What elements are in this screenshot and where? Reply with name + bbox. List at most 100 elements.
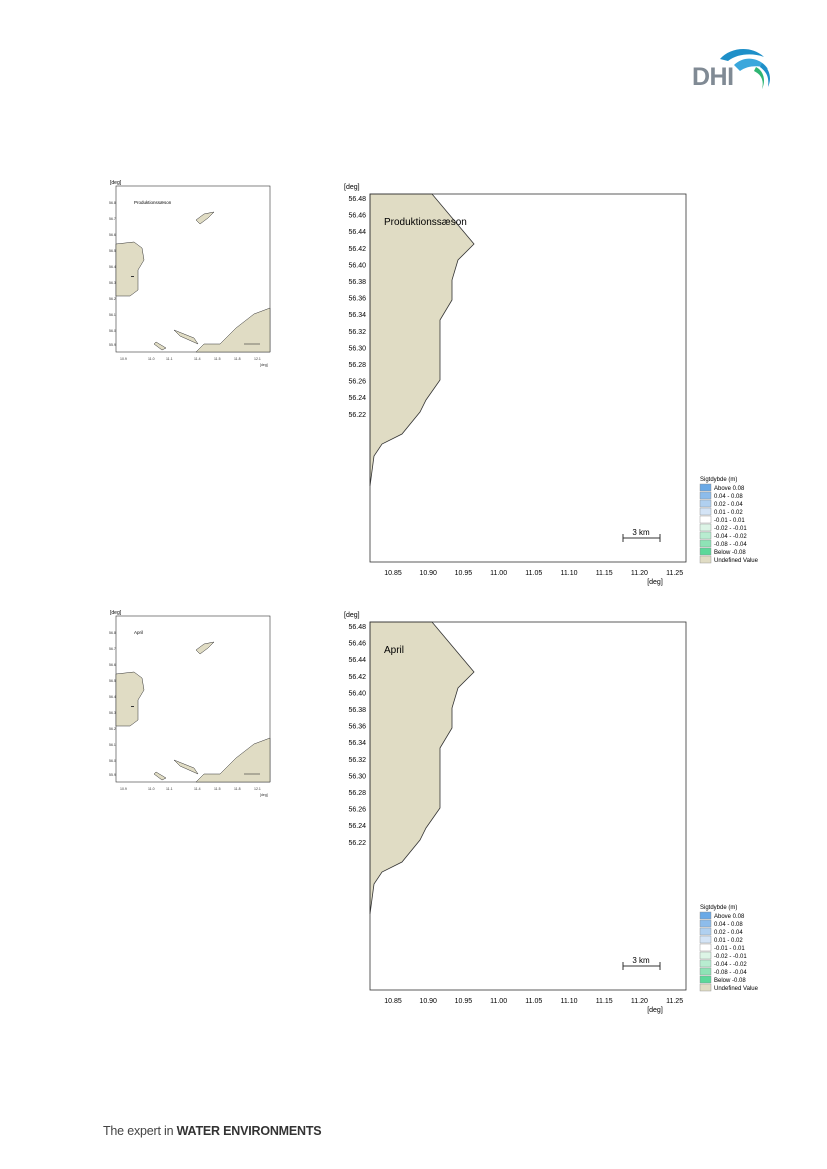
svg-text:11.4: 11.4 (194, 787, 201, 791)
svg-text:[deg]: [deg] (110, 610, 122, 616)
map-label: April (384, 645, 404, 656)
x-tick-label: 11.05 (525, 998, 542, 1005)
y-tick-label: 56.46 (348, 641, 366, 648)
svg-text:11.0: 11.0 (148, 357, 155, 361)
x-tick-label: 11.20 (631, 998, 648, 1005)
thumbnail-map-1: [deg] 56.8 56.7 56.6 56.5 56.4 56.3 56.2 56.1… (109, 180, 271, 367)
legend-swatch (699, 531, 712, 540)
scale-bar: 3 km (622, 956, 661, 970)
y-tick-label: 56.32 (348, 757, 366, 764)
thumbnail-map-2: [deg] 56.8 56.7 56.6 56.5 56.4 56.3 56.2 56.1… (109, 610, 271, 797)
svg-text:55.9: 55.9 (109, 773, 116, 777)
svg-text:56.7: 56.7 (109, 647, 116, 651)
wave-icon (720, 48, 770, 89)
legend-label: -0.01 - 0.01 (714, 946, 745, 952)
x-ticks: 10.85 10.90 10.95 11.00 11.05 11.10 11.15 11.20… (384, 998, 683, 1005)
x-tick-label: 10.90 (419, 998, 437, 1005)
svg-text:11.5: 11.5 (214, 357, 221, 361)
x-tick-label: 11.25 (666, 570, 683, 577)
y-tick-label: 56.40 (348, 690, 366, 697)
svg-text:56.3: 56.3 (109, 711, 116, 715)
y-tick-label: 56.42 (348, 246, 366, 253)
footer-tagline: The expert in WATER ENVIRONMENTS (103, 1124, 322, 1138)
svg-text:56.7: 56.7 (109, 217, 116, 221)
x-tick-label: 10.95 (455, 998, 473, 1005)
legend-label: Above 0.08 (714, 486, 745, 492)
svg-text:56.0: 56.0 (109, 759, 116, 763)
thumb-axis-unit: [deg] (110, 180, 122, 186)
y-ticks: 56.48 56.46 56.44 56.42 56.40 56.38 56.36 56.34… (348, 624, 366, 847)
y-axis-unit: [deg] (344, 612, 360, 619)
y-tick-label: 56.28 (348, 362, 366, 369)
x-tick-label: 10.85 (384, 570, 402, 577)
logo-text: DHI (692, 63, 734, 91)
x-tick-label: 11.05 (525, 570, 542, 577)
legend-swatch (699, 919, 712, 928)
svg-text:10.9: 10.9 (120, 787, 127, 791)
legend-swatch (699, 507, 712, 516)
legend-swatch (699, 515, 712, 524)
legend-label: 0.04 - 0.08 (714, 922, 743, 928)
legend-label: 0.02 - 0.04 (714, 502, 743, 508)
svg-text:56.8: 56.8 (109, 201, 116, 205)
svg-text:56.3: 56.3 (109, 281, 116, 285)
main-map-1: [deg] 56.48 56.46 56.44 56.42 56.40 56.38 56.3… (344, 184, 759, 586)
x-tick-label: 10.85 (384, 998, 402, 1005)
legend-swatch (699, 555, 712, 564)
legend-label: -0.01 - 0.01 (714, 518, 745, 524)
legend-label: Below -0.08 (714, 550, 746, 556)
x-axis-unit: [deg] (647, 579, 663, 586)
y-tick-label: 56.34 (348, 740, 366, 747)
legend-label: -0.04 - -0.02 (714, 534, 747, 540)
y-tick-label: 56.36 (348, 724, 366, 731)
y-tick-label: 56.26 (348, 807, 366, 814)
y-tick-label: 56.44 (348, 229, 366, 236)
thumb-label: April (134, 630, 143, 635)
svg-text:56.6: 56.6 (109, 663, 116, 667)
y-tick-label: 56.30 (348, 773, 366, 780)
y-tick-label: 56.32 (348, 329, 366, 336)
svg-text:56.5: 56.5 (109, 249, 116, 253)
x-tick-label: 11.15 (596, 998, 613, 1005)
svg-text:11.1: 11.1 (166, 357, 173, 361)
legend-label: Below -0.08 (714, 978, 746, 984)
y-tick-label: 56.24 (348, 823, 366, 830)
x-tick-label: 11.10 (561, 570, 578, 577)
svg-text:56.4: 56.4 (109, 265, 116, 269)
y-axis-unit: [deg] (344, 184, 360, 191)
svg-text:11.8: 11.8 (234, 357, 241, 361)
y-tick-label: 56.46 (348, 213, 366, 220)
footer-tagline-bold: WATER ENVIRONMENTS (176, 1124, 322, 1138)
y-tick-label: 56.44 (348, 657, 366, 664)
legend-label: -0.02 - -0.01 (714, 954, 747, 960)
svg-text:56.1: 56.1 (109, 313, 116, 317)
legend-label: 0.04 - 0.08 (714, 494, 743, 500)
legend-label: 0.01 - 0.02 (714, 938, 743, 944)
legend-label: Undefined Value (714, 986, 759, 992)
legend: Above 0.08 0.04 - 0.08 0.02 - 0.04 0.01 … (699, 483, 759, 564)
legend-label: Above 0.08 (714, 914, 745, 920)
map-frame (369, 193, 687, 563)
svg-text:[deg]: [deg] (260, 793, 268, 797)
y-tick-label: 56.38 (348, 279, 366, 286)
legend-title: Sigtdybde (m) (700, 905, 737, 911)
x-tick-label: 10.90 (419, 570, 437, 577)
x-axis-unit: [deg] (647, 1007, 663, 1014)
y-tick-label: 56.22 (348, 412, 366, 419)
y-tick-label: 56.42 (348, 674, 366, 681)
legend-swatch (699, 483, 712, 492)
legend-swatch (699, 951, 712, 960)
svg-text:56.5: 56.5 (109, 679, 116, 683)
thumb-label: Produktionssæson (134, 200, 172, 205)
svg-text:56.2: 56.2 (109, 297, 116, 301)
svg-text:11.4: 11.4 (194, 357, 201, 361)
y-tick-label: 56.34 (348, 312, 366, 319)
footer-tagline-plain: The expert in (103, 1124, 177, 1138)
svg-text:56.1: 56.1 (109, 743, 116, 747)
y-tick-label: 56.28 (348, 790, 366, 797)
scale-bar-label: 3 km (632, 528, 650, 537)
svg-text:[deg]: [deg] (260, 363, 268, 367)
svg-text:12.1: 12.1 (254, 787, 261, 791)
x-tick-label: 11.20 (631, 570, 648, 577)
svg-text:56.2: 56.2 (109, 727, 116, 731)
